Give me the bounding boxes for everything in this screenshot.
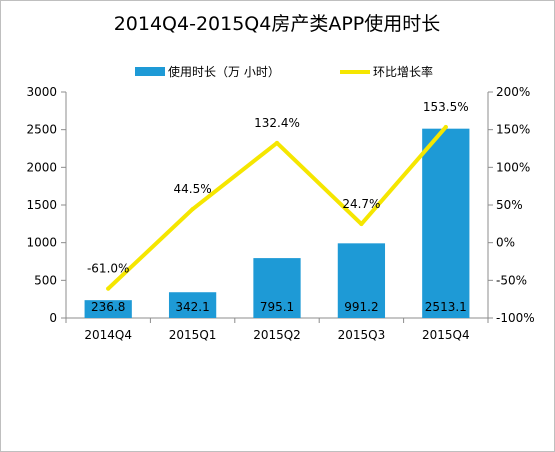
x-tick-label: 2015Q3 bbox=[338, 328, 386, 342]
y-right-tick-label: 200% bbox=[496, 85, 530, 99]
chart-title: 2014Q4-2015Q4房产类APP使用时长 bbox=[114, 13, 441, 35]
bar bbox=[422, 128, 470, 318]
line-value-label: 132.4% bbox=[254, 116, 300, 130]
line-value-label: 24.7% bbox=[342, 197, 380, 211]
y-right-tick-label: 100% bbox=[496, 160, 530, 174]
y-left-tick-label: 2000 bbox=[26, 160, 57, 174]
line-value-label: -61.0% bbox=[87, 262, 129, 276]
x-tick-label: 2015Q2 bbox=[253, 328, 301, 342]
bar bbox=[253, 258, 301, 318]
legend-label-line: 环比增长率 bbox=[373, 64, 433, 79]
y-left-tick-label: 1500 bbox=[26, 198, 57, 212]
y-right-tick-label: 50% bbox=[496, 198, 523, 212]
line-point bbox=[106, 286, 111, 291]
line-point bbox=[359, 222, 364, 227]
y-right-tick-label: 150% bbox=[496, 123, 530, 137]
y-left-tick-label: 0 bbox=[49, 311, 57, 325]
line-point bbox=[190, 207, 195, 212]
y-right-tick-label: -100% bbox=[496, 311, 535, 325]
y-right-tick-label: -50% bbox=[496, 273, 527, 287]
x-tick-label: 2015Q4 bbox=[422, 328, 470, 342]
bar-value-label: 795.1 bbox=[260, 300, 294, 314]
y-left-tick-label: 1000 bbox=[26, 236, 57, 250]
axes: 0 500 1000 1500 2000 2500 3000 -100% -50% 0% 50% 10… bbox=[26, 85, 534, 342]
line-value-label: 44.5% bbox=[174, 182, 212, 196]
bar-series: 236.8 342.1 795.1 991.2 2513.1 bbox=[84, 128, 470, 318]
y-left-tick-label: 2500 bbox=[26, 123, 57, 137]
legend: 使用时长（万 小时） 环比增长率 bbox=[135, 64, 433, 79]
line-value-label: 153.5% bbox=[423, 100, 469, 114]
line-point bbox=[443, 125, 448, 130]
legend-swatch-bar bbox=[135, 67, 165, 76]
bar bbox=[337, 243, 386, 318]
bar-value-label: 2513.1 bbox=[425, 300, 467, 314]
bar-value-label: 342.1 bbox=[175, 300, 209, 314]
bar bbox=[84, 300, 132, 318]
x-tick-label: 2015Q1 bbox=[169, 328, 217, 342]
legend-label-bar: 使用时长（万 小时） bbox=[168, 64, 280, 79]
y-left-tick-label: 500 bbox=[34, 273, 57, 287]
line-series: -61.0% 44.5% 132.4% 24.7% 153.5% bbox=[87, 100, 469, 291]
bar-value-label: 236.8 bbox=[91, 300, 125, 314]
y-right-tick-label: 0% bbox=[496, 236, 515, 250]
bar-value-label: 991.2 bbox=[344, 300, 378, 314]
y-left-tick-label: 3000 bbox=[26, 85, 57, 99]
line-point bbox=[275, 140, 279, 145]
bar bbox=[168, 292, 217, 318]
x-tick-label: 2014Q4 bbox=[84, 328, 132, 342]
